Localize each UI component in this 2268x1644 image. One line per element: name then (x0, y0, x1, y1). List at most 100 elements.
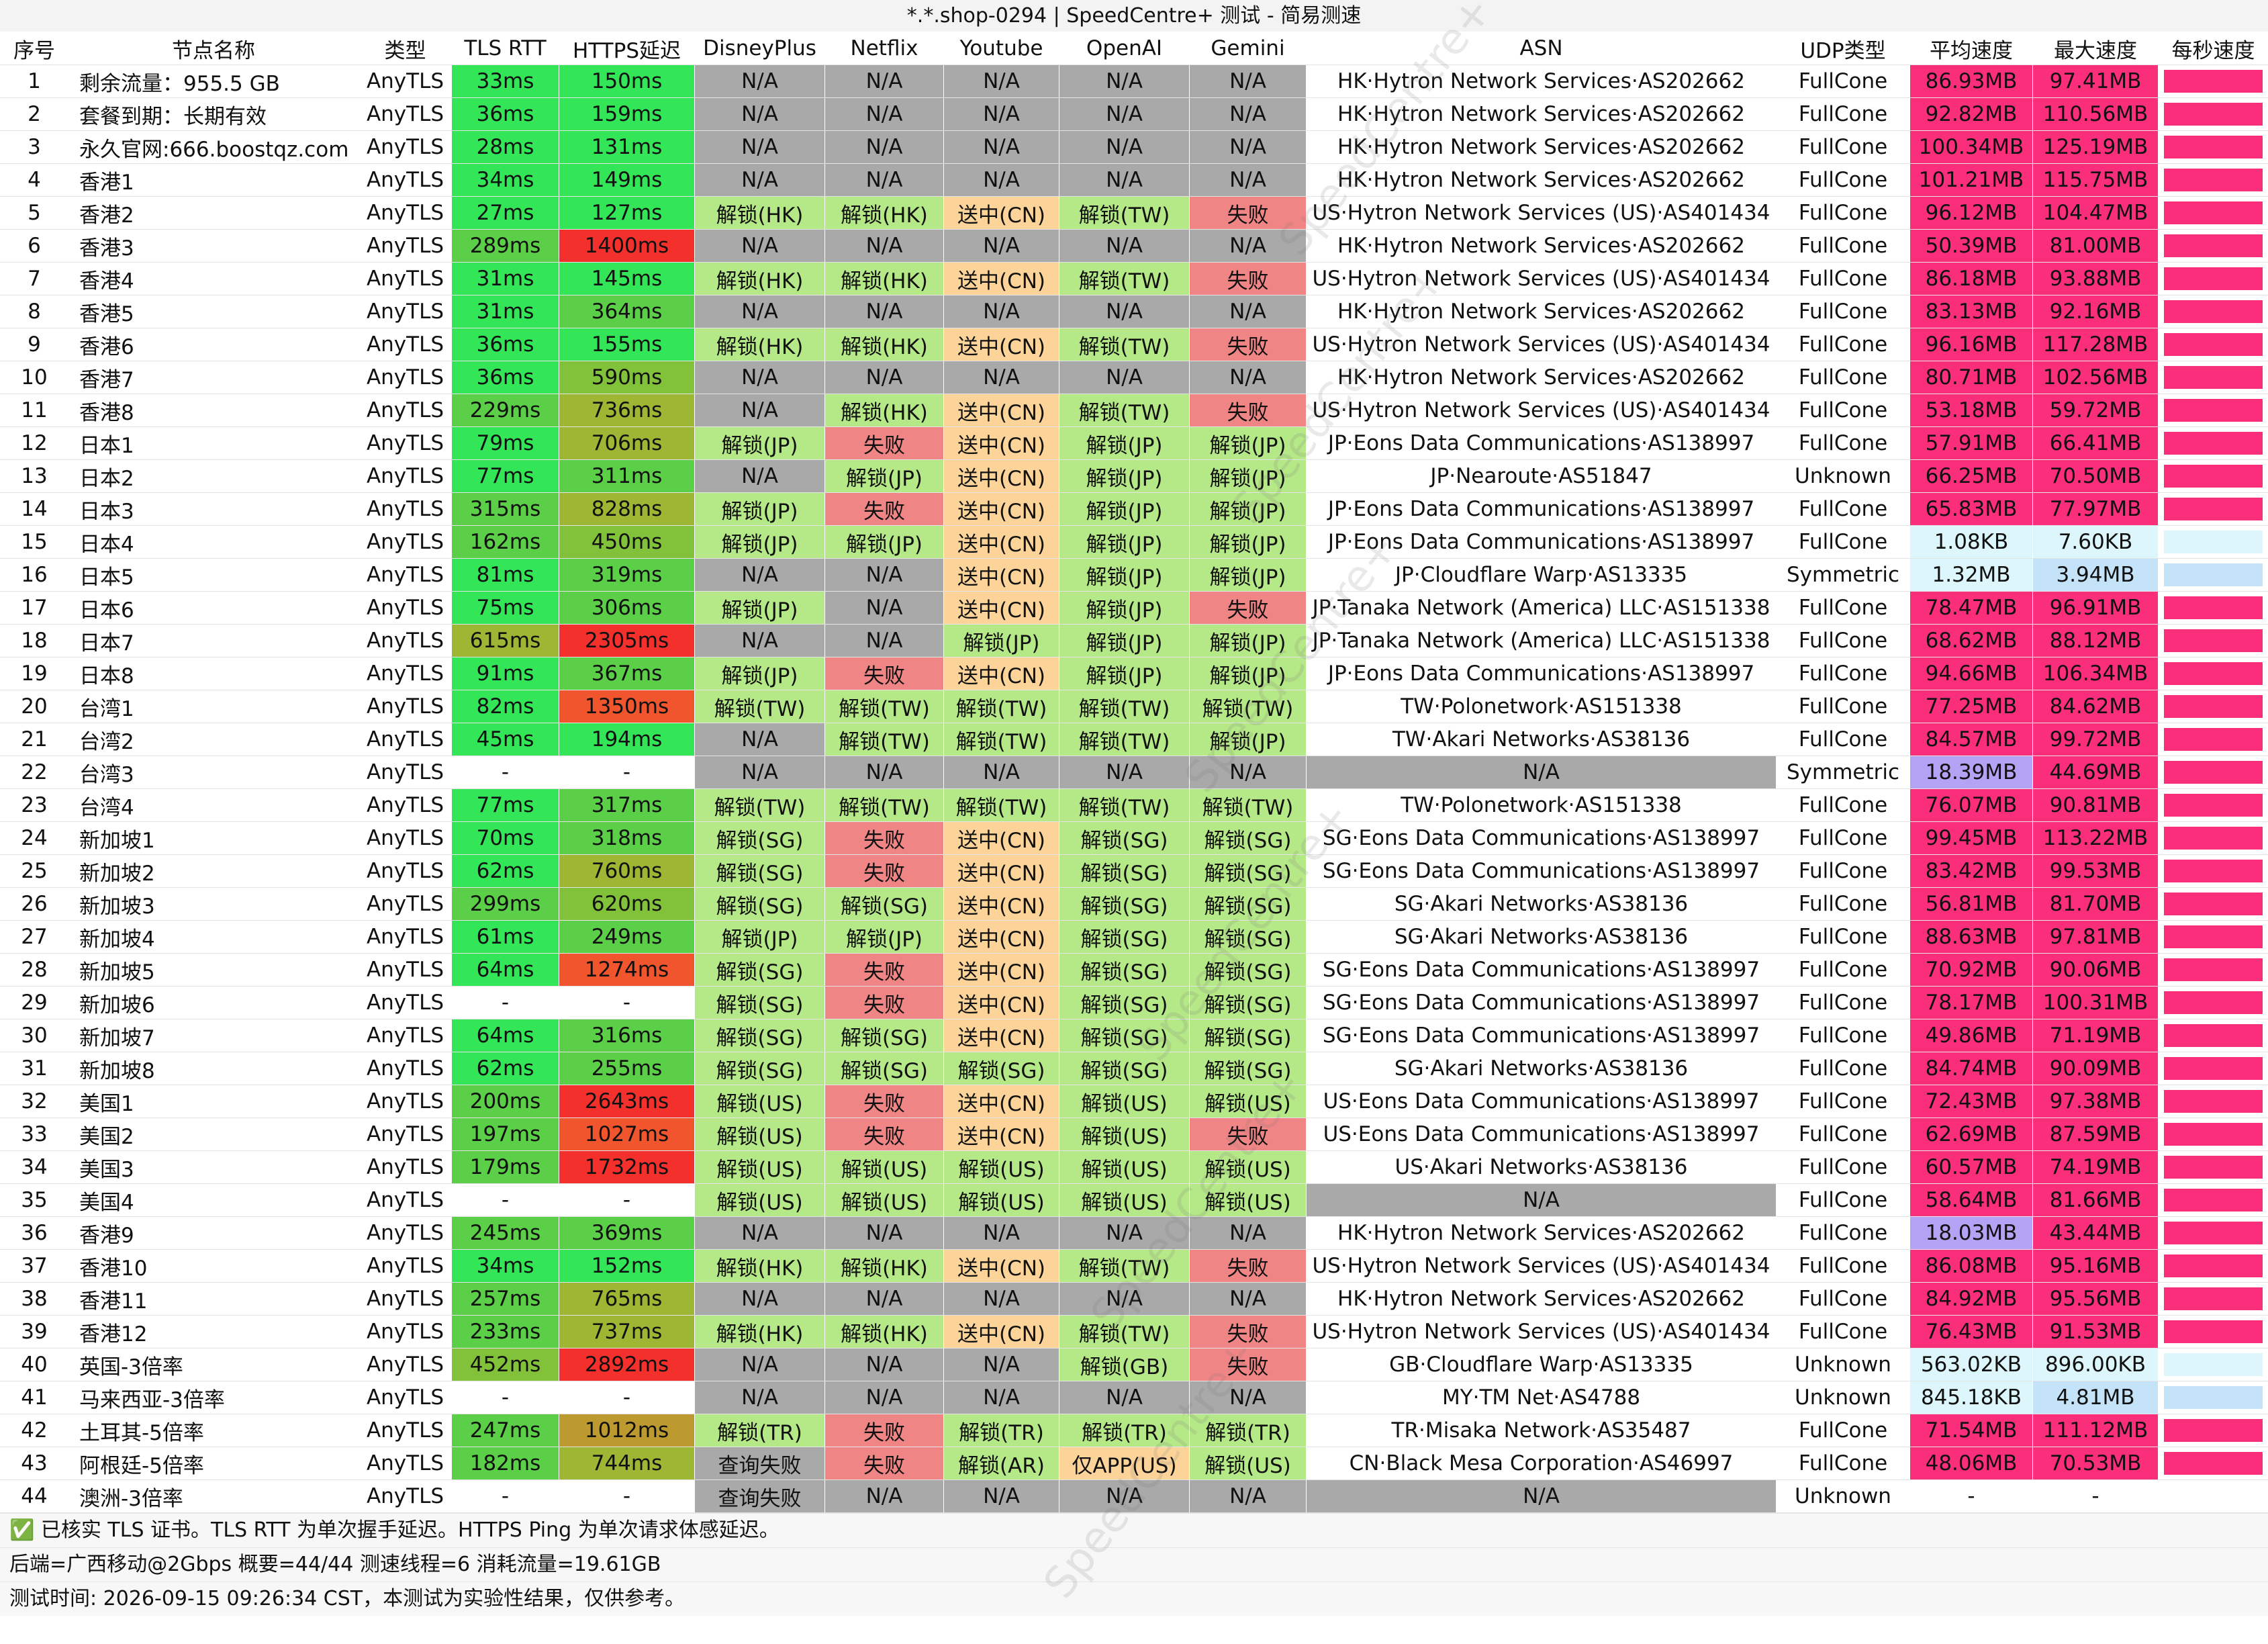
table-cell: N/A (943, 64, 1059, 98)
table-cell: 229ms (451, 394, 559, 427)
speed-graph-bar (2164, 498, 2263, 520)
speed-graph (2158, 64, 2268, 98)
table-cell: N/A (943, 1348, 1059, 1381)
table-cell: 29 (0, 986, 68, 1019)
table-cell: 71.19MB (2032, 1019, 2159, 1052)
table-cell: N/A (824, 1479, 944, 1513)
table-cell: 失败 (824, 1414, 944, 1447)
table-cell: 解锁(US) (1059, 1183, 1190, 1217)
table-cell: AnyTLS (359, 1150, 452, 1184)
speed-graph (2158, 361, 2268, 394)
speed-graph (2158, 97, 2268, 131)
table-cell: TW·Polonetwork·AS151338 (1306, 788, 1777, 822)
speed-graph (2158, 229, 2268, 263)
table-cell: 59.72MB (2032, 394, 2159, 427)
speed-graph (2158, 558, 2268, 592)
table-cell: 57.91MB (1909, 426, 2033, 460)
table-cell: 解锁(SG) (1059, 953, 1190, 987)
table-cell: US·Eons Data Communications·AS138997 (1306, 1085, 1777, 1118)
table-cell: N/A (1189, 97, 1307, 131)
table-cell: 79ms (451, 426, 559, 460)
table-cell: HK·Hytron Network Services·AS202662 (1306, 97, 1777, 131)
table-cell: N/A (694, 394, 825, 427)
table-cell: N/A (1059, 163, 1190, 197)
table-cell: N/A (824, 1216, 944, 1250)
table-cell: 解锁(TW) (1189, 690, 1307, 723)
table-row: 30 新加坡7 AnyTLS 64ms 316ms 解锁(SG) 解锁(SG) 送中(CN) 解… (0, 1019, 2268, 1052)
table-cell: 94.66MB (1909, 657, 2033, 690)
table-cell: AnyTLS (359, 953, 452, 987)
table-cell: 37 (0, 1249, 68, 1283)
table-cell: 43.44MB (2032, 1216, 2159, 1250)
table-cell: N/A (1189, 130, 1307, 164)
table-cell: 84.62MB (2032, 690, 2159, 723)
table-cell: AnyTLS (359, 1348, 452, 1381)
speed-graph-bar (2164, 1057, 2263, 1080)
speed-graph (2158, 953, 2268, 987)
table-cell: 失败 (1189, 394, 1307, 427)
table-cell: US·Akari Networks·AS38136 (1306, 1150, 1777, 1184)
table-cell: 364ms (559, 295, 695, 328)
node-name: 香港7 (68, 361, 359, 394)
table-cell: 233ms (451, 1315, 559, 1349)
speed-graph (2158, 130, 2268, 164)
table-cell: 30 (0, 1019, 68, 1052)
table-cell: 316ms (559, 1019, 695, 1052)
table-cell: FullCone (1776, 97, 1910, 131)
table-cell: FullCone (1776, 1414, 1910, 1447)
column-header: UDP类型 (1776, 32, 1910, 65)
table-row: 28 新加坡5 AnyTLS 64ms 1274ms 解锁(SG) 失败 送中(CN) 解锁(S… (0, 953, 2268, 987)
node-name: 新加坡4 (68, 920, 359, 954)
table-cell: 解锁(SG) (1059, 1052, 1190, 1085)
table-cell: AnyTLS (359, 361, 452, 394)
table-cell: 41 (0, 1381, 68, 1414)
table-cell: FullCone (1776, 723, 1910, 756)
table-cell: 95.56MB (2032, 1282, 2159, 1316)
node-name: 香港1 (68, 163, 359, 197)
speed-graph-bar (2164, 103, 2263, 126)
table-cell: AnyTLS (359, 328, 452, 361)
table-cell: 解锁(JP) (1189, 624, 1307, 657)
table-cell: 送中(CN) (943, 525, 1059, 559)
node-name: 香港5 (68, 295, 359, 328)
speed-graph-bar (2164, 827, 2263, 850)
speed-graph-bar (2164, 991, 2263, 1014)
table-cell: 95.16MB (2032, 1249, 2159, 1283)
table-cell: AnyTLS (359, 887, 452, 921)
table-cell: 18.39MB (1909, 756, 2033, 789)
table-cell: AnyTLS (359, 1414, 452, 1447)
column-header: OpenAI (1059, 32, 1190, 65)
table-cell: 1012ms (559, 1414, 695, 1447)
table-cell: N/A (1306, 756, 1777, 789)
table-row: 19 日本8 AnyTLS 91ms 367ms 解锁(JP) 失败 送中(CN) 解锁(JP)… (0, 657, 2268, 690)
column-header: Netflix (824, 32, 944, 65)
node-name: 英国-3倍率 (68, 1348, 359, 1381)
table-cell: SG·Eons Data Communications·AS138997 (1306, 821, 1777, 855)
table-cell: 1274ms (559, 953, 695, 987)
speed-graph (2158, 1381, 2268, 1414)
table-cell: N/A (943, 1381, 1059, 1414)
table-cell: 75ms (451, 591, 559, 625)
table-cell: N/A (943, 1216, 1059, 1250)
table-cell: 解锁(US) (1189, 1085, 1307, 1118)
table-cell: 解锁(TW) (943, 723, 1059, 756)
table-cell: 2 (0, 97, 68, 131)
table-cell: 115.75MB (2032, 163, 2159, 197)
table-cell: 615ms (451, 624, 559, 657)
table-cell: 76.43MB (1909, 1315, 2033, 1349)
table-cell: 590ms (559, 361, 695, 394)
table-cell: 104.47MB (2032, 196, 2159, 230)
table-cell: 失败 (1189, 1315, 1307, 1349)
speed-graph-bar (2164, 366, 2263, 389)
speed-graph (2158, 1479, 2268, 1513)
speed-graph-bar (2164, 1156, 2263, 1179)
table-cell: N/A (824, 97, 944, 131)
table-cell: HK·Hytron Network Services·AS202662 (1306, 1282, 1777, 1316)
node-name: 套餐到期：长期有效 (68, 97, 359, 131)
table-cell: 81.70MB (2032, 887, 2159, 921)
table-row: 39 香港12 AnyTLS 233ms 737ms 解锁(HK) 解锁(HK) 送中(CN)… (0, 1315, 2268, 1349)
table-cell: 96.16MB (1909, 328, 2033, 361)
table-cell: 315ms (451, 492, 559, 526)
speed-graph-bar (2164, 1024, 2263, 1047)
table-cell: FullCone (1776, 1019, 1910, 1052)
